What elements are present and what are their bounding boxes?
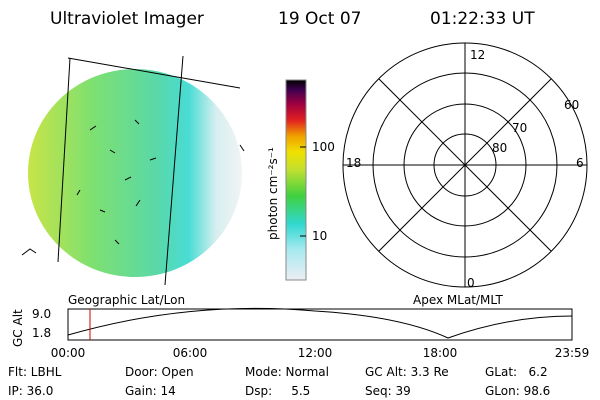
date: 19 Oct 07 <box>278 9 361 29</box>
polar-label: 60 <box>564 98 579 112</box>
x-tick-label: 12:00 <box>298 346 333 360</box>
info-field: GC Alt: 3.3 Re <box>365 365 449 379</box>
polar-label: 80 <box>492 141 507 155</box>
info-field: GLon: 98.6 <box>485 384 550 398</box>
x-tick-label: 23:59 <box>555 346 590 360</box>
polar-label: 18 <box>346 156 361 170</box>
polar-grid <box>342 42 588 288</box>
colorbar-tick: 100 <box>312 140 335 154</box>
plot-title: Apex MLat/MLT <box>413 293 503 307</box>
info-field: Door: Open <box>125 365 194 379</box>
colorbar <box>285 79 307 281</box>
polar-label: 70 <box>512 121 527 135</box>
info-field: Gain: 14 <box>125 384 176 398</box>
instrument: Ultraviolet Imager <box>50 9 204 29</box>
info-panel: Flt: LBHL Door: Open Mode: Normal GC Alt: 3… <box>8 365 550 398</box>
polar-label: 6 <box>576 156 584 170</box>
info-field: IP: 36.0 <box>8 384 53 398</box>
polar-label: 0 <box>467 276 475 290</box>
info-field: Mode: Normal <box>245 365 329 379</box>
x-tick-label: 06:00 <box>173 346 208 360</box>
colorbar-tick: 10 <box>312 229 327 243</box>
colorbar-label: photon cm⁻²s⁻¹ <box>266 147 280 240</box>
orbit-curve <box>67 307 573 339</box>
y-label: GC Alt <box>11 309 25 347</box>
plot-frame <box>67 308 573 341</box>
x-tick-label: 18:00 <box>423 346 458 360</box>
polar-label: 12 <box>470 48 485 62</box>
plot-title: Geographic Lat/Lon <box>68 293 185 307</box>
info-field: Dsp: 5.5 <box>245 384 310 398</box>
globe-image <box>21 55 245 286</box>
time: 01:22:33 UT <box>430 9 535 29</box>
info-field: Flt: LBHL <box>8 365 62 379</box>
y-tick-label: 1.8 <box>32 326 51 340</box>
info-field: GLat: 6.2 <box>485 365 548 379</box>
y-tick-label: 9.0 <box>32 307 51 321</box>
info-field: Seq: 39 <box>365 384 411 398</box>
x-tick-label: 00:00 <box>51 346 86 360</box>
